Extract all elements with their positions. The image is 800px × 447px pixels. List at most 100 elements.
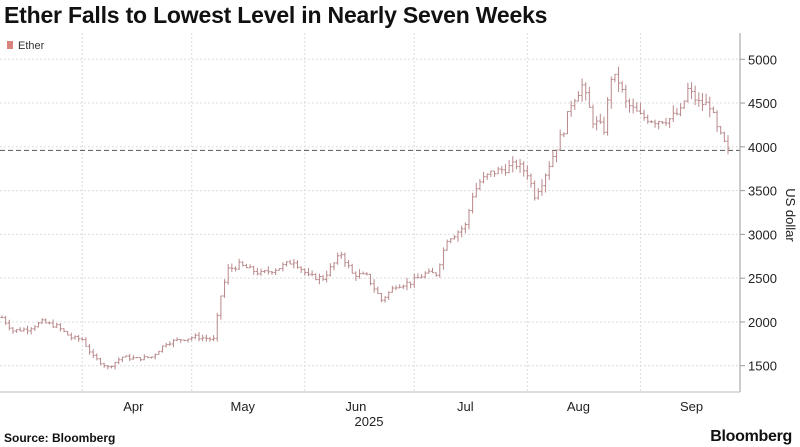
- ohlc-bar: [357, 269, 362, 279]
- ohlc-bar: [562, 132, 566, 138]
- ohlc-bar: [284, 261, 289, 267]
- ohlc-bar: [135, 357, 139, 359]
- x-tick-label: May: [231, 399, 256, 414]
- ohlc-bar: [51, 319, 55, 328]
- ohlc-bar: [233, 266, 238, 272]
- ohlc-bar: [299, 266, 303, 274]
- ohlc-bar: [635, 102, 639, 112]
- ohlc-bar: [139, 357, 143, 362]
- ohlc-bar: [29, 327, 33, 335]
- ohlc-bar: [292, 259, 296, 269]
- ohlc-bar: [106, 365, 110, 370]
- ohlc-bar: [481, 171, 486, 184]
- ohlc-bar: [463, 222, 467, 234]
- ohlc-bar: [708, 96, 712, 118]
- ohlc-bar: [361, 271, 365, 275]
- ohlc-bar: [193, 333, 197, 340]
- ohlc-bar: [113, 361, 117, 370]
- ohlc-bar: [569, 100, 573, 117]
- ohlc-bar: [226, 264, 230, 285]
- ohlc-bar: [383, 296, 387, 303]
- legend-label-ether: Ether: [18, 40, 45, 52]
- ohlc-bar: [73, 335, 77, 340]
- ohlc-bar: [624, 84, 628, 109]
- source-note: Source: Bloomberg: [4, 431, 116, 445]
- y-tick-label: 1500: [748, 359, 777, 374]
- x-tick-label: Jun: [345, 399, 366, 414]
- ohlc-bar: [310, 270, 314, 277]
- ohlc-bar: [131, 355, 135, 360]
- ohlc-bar: [372, 279, 376, 293]
- ohlc-bar: [485, 173, 489, 180]
- ohlc-bar: [664, 117, 668, 126]
- ohlc-bar: [657, 120, 661, 130]
- legend: Ether: [7, 40, 45, 52]
- ohlc-bar: [317, 273, 321, 285]
- ohlc-bar: [219, 295, 223, 320]
- ohlc-bar: [168, 341, 172, 347]
- x-tick-label: Sep: [680, 399, 703, 414]
- ohlc-bar: [518, 158, 522, 173]
- ohlc-bar: [160, 345, 165, 353]
- ohlc-bar: [419, 274, 424, 279]
- ohlc-bar: [368, 273, 373, 286]
- ohlc-bar: [693, 85, 697, 106]
- ohlc-bar: [675, 107, 679, 116]
- ohlc-bar: [87, 343, 92, 355]
- ohlc-series-ether: [0, 66, 730, 370]
- ohlc-bar: [295, 260, 300, 269]
- y-tick-label: 3500: [748, 184, 777, 199]
- ohlc-bar: [646, 114, 650, 124]
- bloomberg-logo: Bloomberg: [710, 428, 792, 445]
- ohlc-bar: [69, 332, 73, 341]
- ohlc-bar: [547, 161, 551, 180]
- ohlc-bar: [525, 165, 529, 180]
- ohlc-bar: [412, 273, 416, 288]
- ohlc-bar: [613, 73, 617, 83]
- y-axis: 1500 2000 2500 3000 3500 4000 4500 5000: [739, 33, 777, 392]
- ohlc-bar: [606, 97, 610, 136]
- ohlc-bar: [215, 312, 219, 342]
- ohlc-bar: [602, 116, 606, 135]
- ohlc-bar: [456, 230, 460, 242]
- ohlc-bar: [303, 268, 307, 276]
- ohlc-bar: [584, 82, 588, 101]
- ohlc-bar: [427, 268, 431, 274]
- ohlc-bar: [471, 192, 475, 214]
- ohlc-bar: [551, 150, 555, 168]
- ohlc-bar: [336, 252, 340, 265]
- ohlc-bar: [416, 273, 420, 279]
- ohlc-bar: [346, 259, 351, 269]
- ohlc-bar: [441, 247, 446, 270]
- ohlc-bar: [124, 355, 128, 358]
- ohlc-bar: [540, 178, 544, 196]
- ohlc-bar: [259, 268, 263, 276]
- ohlc-bar: [678, 103, 683, 117]
- ohlc-bar: [609, 76, 613, 109]
- ohlc-bar: [445, 239, 449, 251]
- ohlc-bar: [660, 121, 664, 125]
- ohlc-bar: [715, 110, 719, 133]
- ohlc-bar: [255, 267, 259, 276]
- ohlc-bar: [591, 104, 595, 129]
- ohlc-bar: [47, 321, 52, 325]
- ohlc-bar: [722, 131, 726, 143]
- ohlc-bar: [325, 270, 329, 283]
- ohlc-bar: [281, 262, 285, 272]
- ohlc-bar: [270, 270, 274, 275]
- ohlc-bar: [543, 173, 548, 193]
- ohlc-bar: [711, 106, 716, 113]
- ohlc-bar: [689, 82, 694, 100]
- ohlc-bar: [350, 263, 354, 274]
- ohlc-bar: [343, 252, 347, 267]
- ohlc-bar: [244, 263, 249, 269]
- ohlc-bar: [697, 92, 701, 107]
- ohlc-bar: [595, 116, 599, 131]
- ohlc-bar: [117, 357, 121, 365]
- ohlc-bar: [452, 235, 456, 240]
- ohlc-bar: [686, 82, 690, 103]
- ohlc-bar: [4, 315, 8, 326]
- ohlc-bar: [201, 334, 205, 342]
- ohlc-bar: [186, 338, 190, 343]
